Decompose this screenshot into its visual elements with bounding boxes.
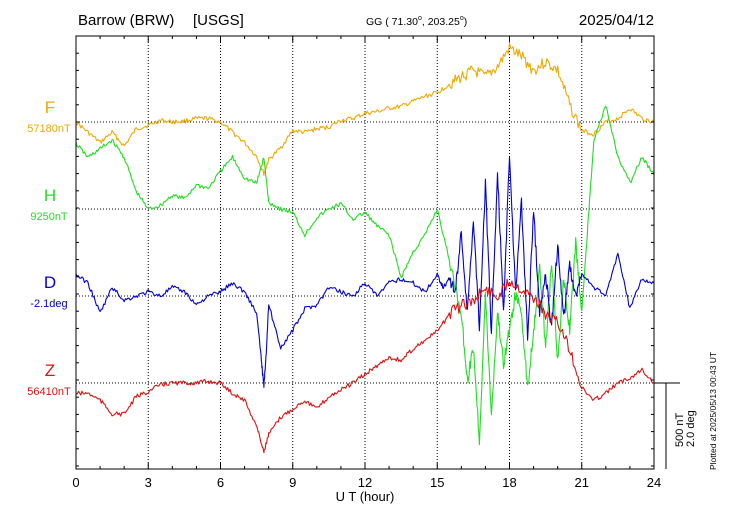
station-title: Barrow (BRW) bbox=[78, 12, 174, 29]
x-tick-label-18: 18 bbox=[502, 475, 516, 490]
x-tick-label-21: 21 bbox=[575, 475, 589, 490]
x-tick-label-12: 12 bbox=[358, 475, 372, 490]
channel-name-F: F bbox=[45, 98, 55, 117]
channel-name-Z: Z bbox=[45, 361, 55, 380]
scale-bar: 500 nT 2.0 deg bbox=[654, 382, 697, 469]
series-line-H bbox=[75, 105, 655, 446]
series-line-F bbox=[75, 42, 655, 177]
series-line-Z bbox=[75, 278, 655, 454]
x-tick-label-0: 0 bbox=[72, 475, 79, 490]
grid-lines bbox=[76, 36, 654, 469]
plotted-note: Plotted at 2025/05/13 00:43 UT bbox=[708, 352, 718, 470]
axis-ticks bbox=[75, 36, 655, 469]
channel-baseline-D: -2.1deg bbox=[30, 298, 67, 310]
x-tick-label-15: 15 bbox=[430, 475, 444, 490]
x-tick-label-24: 24 bbox=[647, 475, 661, 490]
channel-baseline-Z: 56410nT bbox=[27, 386, 71, 398]
channel-name-H: H bbox=[44, 186, 56, 205]
channel-name-D: D bbox=[44, 273, 56, 292]
scale-deg-label: 2.0 deg bbox=[685, 410, 697, 447]
scale-nt-label: 500 nT bbox=[674, 412, 686, 447]
channel-labels: F 57180nT H 9250nT D -2.1deg Z 56410nT bbox=[27, 98, 71, 398]
x-tick-label-6: 6 bbox=[217, 475, 224, 490]
series-lines bbox=[75, 42, 655, 454]
channel-baseline-F: 57180nT bbox=[27, 123, 71, 135]
x-tick-labels: 0 3 6 9 12 15 18 21 24 bbox=[72, 475, 661, 490]
x-axis-label: U T (hour) bbox=[336, 489, 395, 504]
x-tick-label-3: 3 bbox=[145, 475, 152, 490]
date-label: 2025/04/12 bbox=[579, 12, 654, 29]
series-line-D bbox=[75, 156, 655, 388]
coordinates-label: GG ( 71.30o, 203.25o) bbox=[366, 15, 467, 28]
channel-baseline-H: 9250nT bbox=[30, 211, 68, 223]
source-label: [USGS] bbox=[193, 12, 244, 29]
x-tick-label-9: 9 bbox=[289, 475, 296, 490]
